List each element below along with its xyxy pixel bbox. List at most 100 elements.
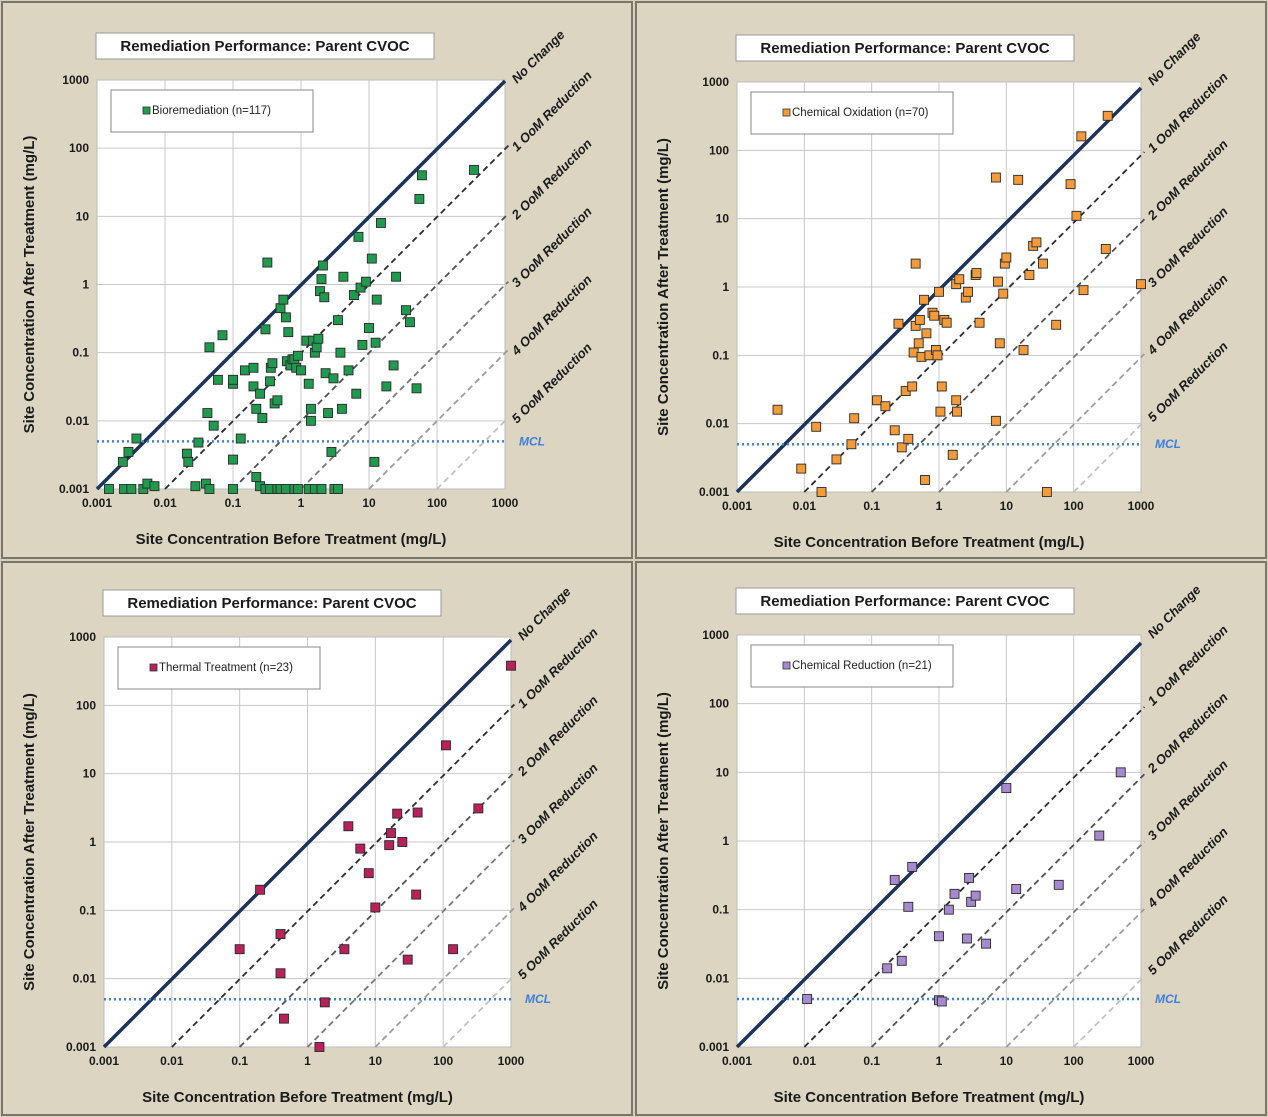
- x-tick-label: 1: [298, 496, 305, 510]
- data-point: [896, 955, 907, 966]
- x-tick-label: 100: [433, 1054, 453, 1068]
- title-box: [735, 587, 1075, 615]
- data-point: [117, 456, 128, 467]
- data-point: [275, 929, 286, 939]
- legend-marker: [782, 661, 791, 670]
- data-point: [255, 388, 266, 399]
- data-point: [319, 292, 330, 303]
- data-point: [1053, 879, 1064, 890]
- title-box: [95, 32, 435, 60]
- data-point: [280, 484, 291, 494]
- legend-label: Chemical Reduction (n=21): [792, 660, 932, 672]
- data-point: [240, 365, 250, 376]
- data-point: [303, 378, 314, 389]
- data-point: [328, 373, 339, 384]
- data-point: [772, 404, 783, 415]
- legend: Chemical Reduction (n=21): [750, 644, 954, 688]
- chart-title: Remediation Performance: Parent CVOC: [760, 593, 1049, 610]
- y-tick-label: 0.1: [712, 348, 729, 362]
- data-point: [316, 274, 327, 285]
- y-tick-label: 0.1: [79, 903, 96, 917]
- data-point: [903, 433, 914, 444]
- data-point: [974, 317, 985, 328]
- y-tick-label: 100: [709, 143, 729, 157]
- data-point: [228, 454, 238, 465]
- x-tick-label: 0.001: [89, 1054, 119, 1068]
- reference-line-1: [171, 703, 516, 1048]
- reference-line-3: [938, 840, 1146, 1048]
- x-tick-label: 0.001: [722, 499, 752, 513]
- data-point: [411, 383, 422, 394]
- y-axis-label: Site Concentration After Treatment (mg/L…: [21, 136, 38, 434]
- data-point: [473, 803, 484, 814]
- data-point: [149, 481, 160, 492]
- data-point: [992, 276, 1003, 287]
- data-point: [370, 902, 381, 913]
- data-point: [1136, 279, 1146, 290]
- legend-box: [750, 644, 954, 688]
- data-point: [208, 420, 219, 431]
- legend-marker: [142, 106, 151, 115]
- y-tick-label: 10: [716, 212, 730, 226]
- y-tick-label: 1: [722, 834, 729, 848]
- y-tick-label: 100: [709, 697, 729, 711]
- reference-line-4: [374, 907, 516, 1048]
- x-tick-label: 100: [427, 496, 447, 510]
- x-tick-label: 10: [1000, 1054, 1014, 1068]
- y-tick-label: 0.01: [706, 971, 730, 985]
- reference-line-1: [803, 706, 1146, 1048]
- data-point: [849, 413, 860, 424]
- x-tick-label: 0.01: [153, 496, 177, 510]
- data-point: [339, 944, 350, 955]
- data-point: [981, 938, 992, 949]
- x-tick-label: 100: [1064, 499, 1084, 513]
- data-point: [251, 472, 262, 482]
- x-tick-label: 0.01: [793, 1054, 817, 1068]
- data-point: [267, 358, 278, 369]
- x-tick-label: 0.001: [722, 1054, 752, 1068]
- data-point: [376, 217, 386, 228]
- data-point: [311, 342, 322, 353]
- title-box: [102, 589, 442, 617]
- reference-line-3: [300, 280, 510, 490]
- data-point: [913, 338, 924, 349]
- data-point: [951, 395, 962, 406]
- data-point: [190, 481, 201, 492]
- data-point: [947, 449, 958, 460]
- data-point: [292, 484, 303, 494]
- reference-line-4: [1005, 908, 1146, 1048]
- data-point: [1071, 210, 1082, 221]
- x-tick-label: 1: [936, 1054, 943, 1068]
- x-axis-label: Site Concentration Before Treatment (mg/…: [774, 1089, 1085, 1106]
- x-tick-label: 10: [362, 496, 376, 510]
- data-point: [123, 446, 134, 457]
- data-point: [907, 381, 918, 392]
- data-point: [353, 231, 364, 242]
- data-point: [872, 395, 882, 406]
- data-point: [441, 740, 451, 751]
- data-point: [1013, 174, 1024, 185]
- y-tick-label: 0.01: [73, 972, 97, 986]
- data-point: [397, 837, 408, 847]
- y-axis-label: Site Concentration After Treatment (mg/L…: [21, 693, 38, 991]
- y-tick-label: 1: [722, 280, 729, 294]
- data-point: [333, 484, 343, 494]
- data-point: [936, 381, 947, 392]
- data-point: [296, 365, 306, 376]
- data-point: [802, 994, 813, 1004]
- data-point: [228, 374, 238, 385]
- data-point: [796, 463, 807, 474]
- y-tick-label: 1000: [702, 75, 729, 89]
- data-point: [319, 997, 330, 1008]
- data-point: [391, 271, 402, 282]
- gridlines: [737, 635, 1141, 1047]
- data-point: [234, 944, 245, 955]
- data-point: [280, 312, 291, 323]
- data-point: [998, 288, 1009, 299]
- legend-marker: [782, 108, 791, 117]
- reference-line-4: [368, 348, 510, 490]
- data-point: [257, 413, 268, 423]
- data-point: [448, 944, 459, 955]
- data-point: [371, 294, 382, 305]
